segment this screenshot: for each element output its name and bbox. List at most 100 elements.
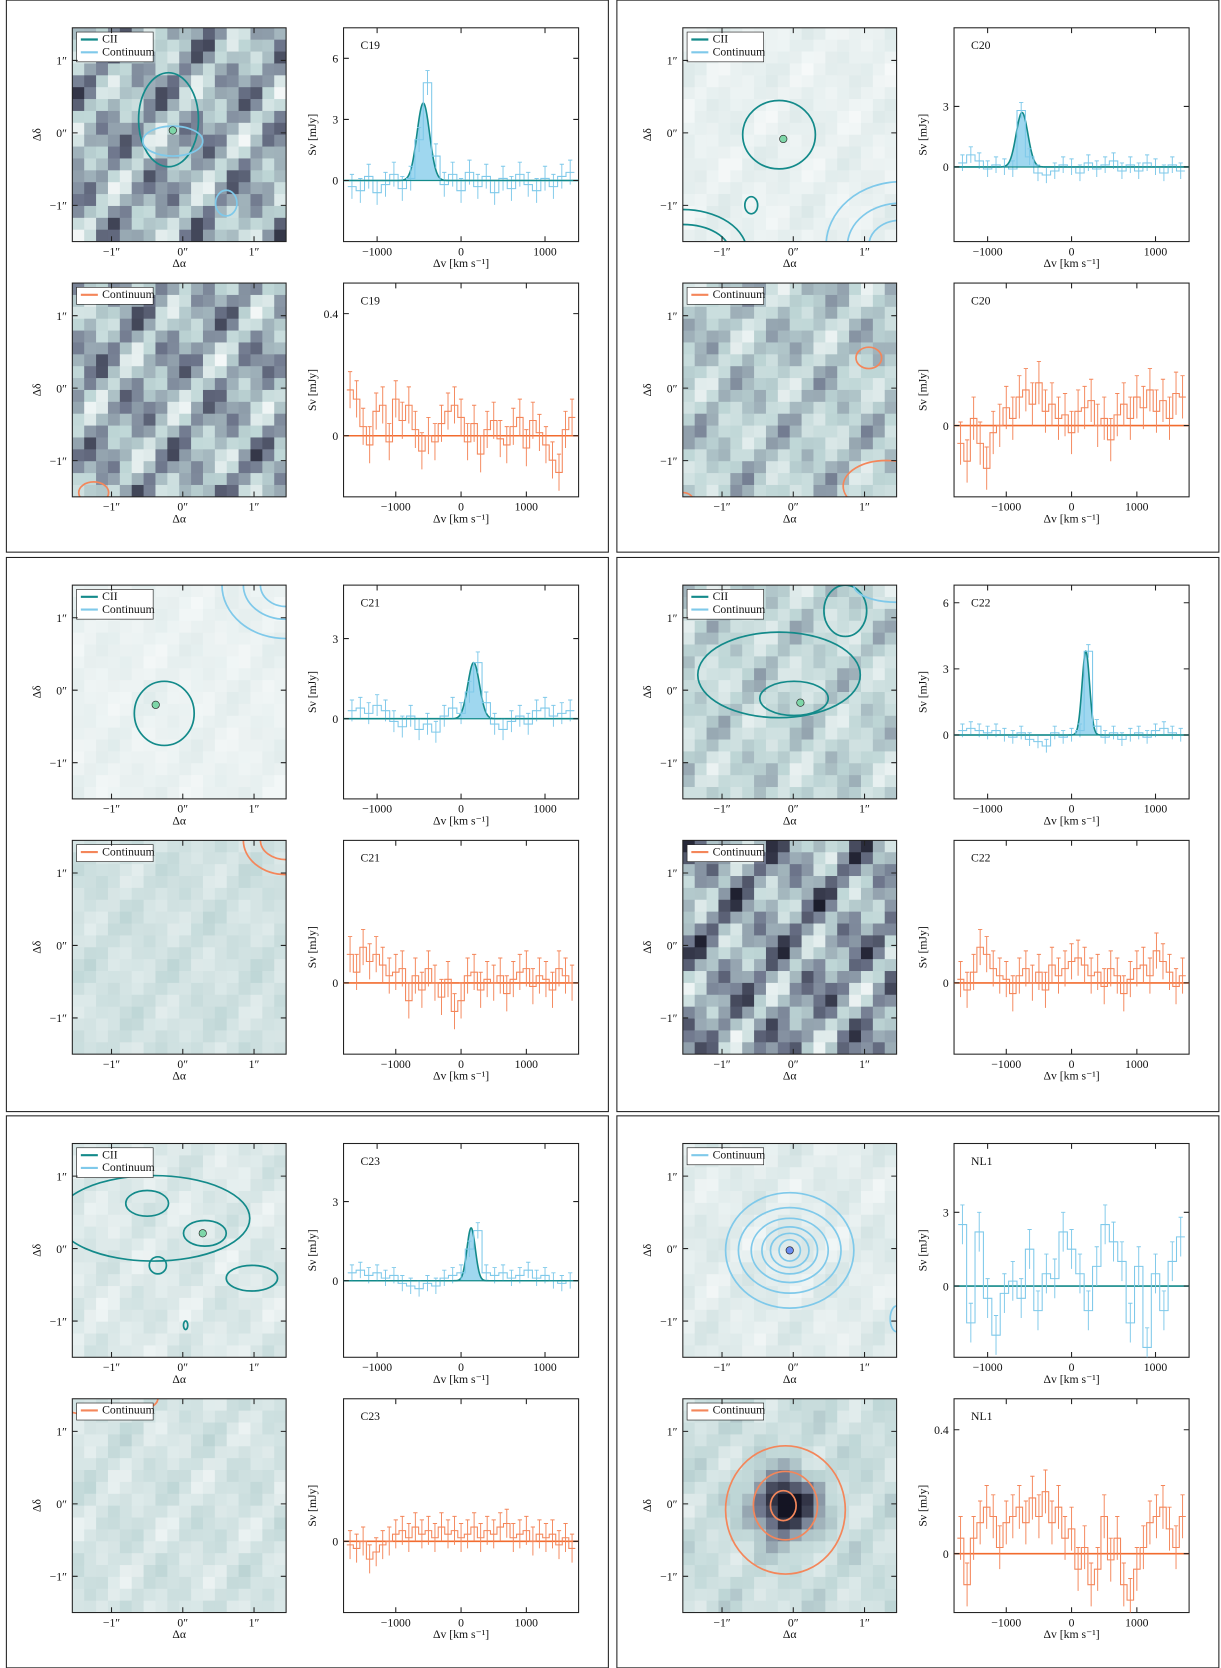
map-pixel [119,1202,133,1216]
map-pixel [801,99,815,112]
y-tick-label: 0″ [667,1498,678,1511]
map-pixel [872,461,886,474]
map-pixel [119,170,133,183]
panel-frame [616,0,1220,553]
map-pixel [96,1588,109,1602]
map-pixel [238,99,252,112]
map-pixel [860,1410,874,1424]
map-pixel [72,644,85,657]
map-pixel [131,1553,145,1566]
map-pixel [202,1018,216,1031]
map-pixel [119,1505,133,1519]
map-pixel [789,1214,803,1228]
map-pixel [143,1226,156,1240]
map-pixel [250,763,263,776]
map-pixel [777,1030,791,1043]
contour [868,219,897,242]
map-pixel [754,87,767,100]
map-pixel [754,911,767,925]
map-pixel [119,727,133,741]
map-pixel [825,134,838,148]
map-pixel [860,158,874,171]
map-pixel [849,170,862,183]
map-pixel [119,87,133,100]
map-pixel [837,1321,850,1335]
map-pixel [682,182,696,195]
map-pixel [682,763,696,776]
map-pixel [825,122,838,136]
x-tick-label: −1000 [381,1616,411,1629]
map-pixel [777,318,791,332]
map-pixel [131,461,145,474]
map-pixel [143,1274,156,1287]
map-pixel [801,87,815,100]
map-pixel [107,63,121,76]
map-pixel [754,437,767,450]
map-pixel [694,1006,708,1020]
map-pixel [849,437,862,450]
map-pixel [238,751,252,764]
contour [148,1255,168,1275]
map-pixel [730,656,743,669]
map-pixel [849,1505,862,1519]
map-pixel [84,763,97,776]
map-pixel [837,1493,850,1507]
map-pixel [238,229,252,242]
map-pixel [742,401,755,415]
map-pixel [155,1565,168,1578]
map-pixel [131,1006,145,1020]
map-pixel [872,840,886,853]
map-pixel [754,1006,767,1020]
map-pixel [179,899,192,913]
map-pixel [96,692,109,705]
map-pixel [131,1565,145,1578]
map-pixel [191,1481,204,1495]
map-pixel [742,680,755,693]
map-pixel [238,1286,252,1299]
map-pixel [250,27,263,41]
map-pixel [742,182,755,195]
map-pixel [765,378,779,391]
map-pixel [884,170,897,183]
map-pixel [155,1553,168,1566]
map-pixel [155,182,168,195]
map-pixel [274,923,287,936]
map-pixel [682,899,696,913]
panel-title: C21 [361,852,381,865]
map-pixel [682,389,696,403]
map-pixel [202,1481,216,1495]
map-pixel [119,205,133,219]
map-pixel [238,775,252,788]
map-pixel [706,194,719,207]
map-pixel [706,1588,719,1602]
map-pixel [250,389,263,403]
map-pixel [860,425,874,438]
map-pixel [682,1250,696,1263]
map-pixel [191,1529,204,1542]
map-pixel [214,864,228,877]
map-pixel [119,378,133,391]
map-pixel [107,75,121,88]
map-pixel [96,1191,109,1204]
map-pixel [789,632,803,646]
map-pixel [730,158,743,171]
map-pixel [730,1250,743,1263]
map-pixel [191,899,204,913]
map-pixel [825,75,838,88]
map-pixel [191,840,204,853]
map-pixel [789,787,803,799]
map-pixel [72,354,85,367]
map-pixel [167,982,180,996]
map-pixel [777,911,791,925]
map-pixel [694,1529,708,1542]
map-pixel [96,330,109,343]
map-pixel [884,787,897,799]
map-pixel [813,366,826,379]
map-pixel [789,840,803,853]
map-pixel [274,1398,287,1412]
map-pixel [119,1600,133,1613]
map-pixel [107,763,121,776]
map-pixel [860,1274,874,1287]
legend-box [76,589,154,620]
